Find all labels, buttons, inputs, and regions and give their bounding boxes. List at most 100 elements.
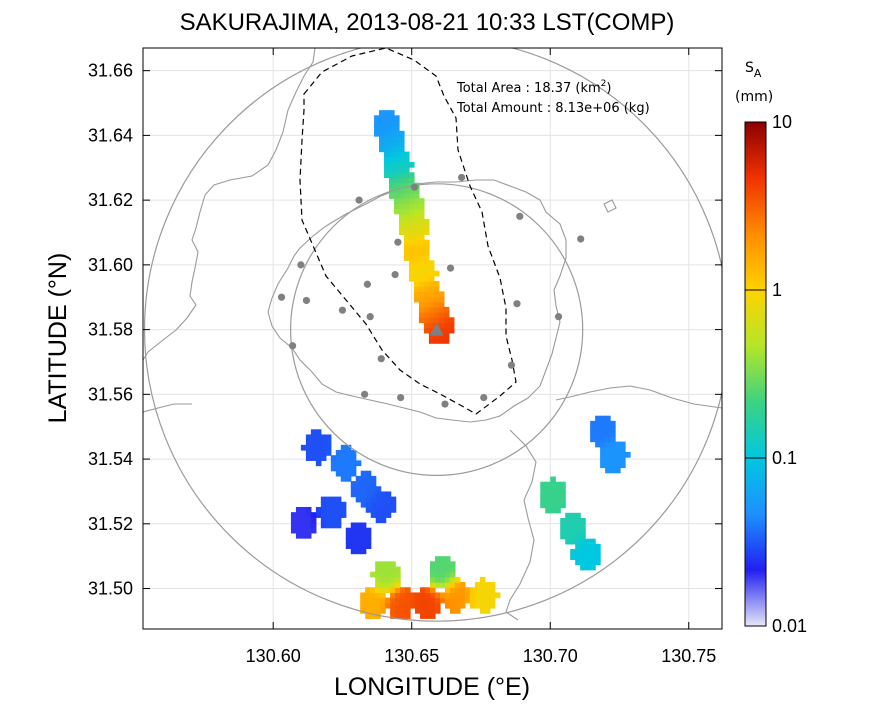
deposit-cell bbox=[600, 451, 606, 458]
deposit-cell bbox=[428, 312, 435, 318]
station-dot bbox=[377, 355, 385, 363]
deposit-cell bbox=[403, 182, 410, 189]
deposit-cell bbox=[430, 571, 436, 578]
deposit-cell bbox=[413, 193, 420, 199]
deposit-cell bbox=[380, 602, 386, 609]
deposit-cell bbox=[305, 450, 312, 456]
y-tick-label: 31.66 bbox=[88, 61, 133, 81]
deposit-cell bbox=[408, 275, 415, 282]
deposit-cell bbox=[580, 517, 586, 524]
deposit-cell bbox=[433, 306, 440, 313]
deposit-cell bbox=[290, 522, 297, 529]
station-dot bbox=[277, 293, 286, 301]
total-area-text: Total Area : 18.37 (km2) bbox=[456, 79, 611, 96]
deposit-cell bbox=[295, 532, 302, 539]
deposit-cell bbox=[405, 607, 411, 614]
deposit-cell bbox=[390, 506, 397, 513]
deposit-cell bbox=[600, 420, 606, 427]
coastline-sakurajima bbox=[267, 179, 567, 423]
deposit-cell bbox=[570, 523, 576, 529]
deposit-cell bbox=[375, 561, 381, 568]
deposit-cell bbox=[384, 146, 390, 153]
deposit-cell bbox=[365, 506, 372, 513]
deposit-cell bbox=[449, 576, 456, 583]
deposit-cell bbox=[370, 571, 376, 578]
deposit-cell bbox=[444, 582, 451, 588]
deposit-cell bbox=[390, 496, 397, 503]
deposit-cell bbox=[595, 549, 601, 555]
deposit-cell bbox=[384, 141, 390, 147]
colorbar-tick-label: 0.1 bbox=[772, 448, 797, 468]
deposit-cell bbox=[415, 607, 421, 614]
station-dot bbox=[507, 361, 516, 369]
deposit-cell bbox=[438, 312, 445, 318]
deposit-cell bbox=[390, 501, 397, 508]
deposit-cell bbox=[403, 193, 410, 199]
deposit-cell bbox=[310, 429, 317, 436]
deposit-cell bbox=[449, 587, 456, 594]
annotation-block: Total Area : 18.37 (km2) Total Amount : … bbox=[456, 79, 650, 116]
deposit-cell bbox=[370, 597, 376, 604]
deposit-cell bbox=[305, 434, 312, 441]
deposit-cell bbox=[375, 491, 382, 498]
deposit-cell bbox=[449, 602, 456, 609]
deposit-cell bbox=[379, 115, 385, 122]
deposit-cell bbox=[410, 597, 416, 604]
deposit-cell bbox=[580, 549, 586, 555]
deposit-cell bbox=[330, 501, 337, 508]
deposit-cell bbox=[360, 602, 366, 609]
deposit-cell bbox=[610, 420, 616, 427]
deposit-cell bbox=[398, 167, 405, 173]
deposit-cell bbox=[335, 460, 342, 467]
deposit-cell bbox=[300, 527, 307, 534]
deposit-cell bbox=[438, 317, 445, 324]
deposit-cell bbox=[345, 460, 352, 467]
deposit-cell bbox=[393, 172, 400, 179]
deposit-cell bbox=[403, 151, 410, 158]
deposit-cell bbox=[379, 130, 385, 137]
deposit-cell bbox=[474, 582, 481, 588]
deposit-cell bbox=[443, 306, 450, 313]
deposit-cell bbox=[439, 556, 446, 562]
y-tick-label: 31.54 bbox=[88, 449, 133, 469]
deposit-cell bbox=[398, 198, 405, 204]
deposit-cell bbox=[355, 491, 362, 498]
deposit-cell bbox=[430, 576, 436, 583]
deposit-cell bbox=[605, 441, 611, 448]
deposit-cell bbox=[398, 177, 405, 184]
deposit-cell bbox=[570, 554, 576, 561]
deposit-cell bbox=[413, 187, 420, 194]
deposit-cell bbox=[370, 613, 376, 619]
deposit-cell bbox=[360, 597, 366, 604]
deposit-cell bbox=[454, 592, 461, 599]
station-dot bbox=[361, 390, 369, 398]
deposit-cell bbox=[380, 501, 387, 508]
deposit-cell bbox=[295, 517, 302, 524]
deposit-cell bbox=[335, 506, 342, 513]
deposit-cell bbox=[428, 270, 435, 277]
deposit-cell bbox=[393, 177, 400, 184]
deposit-cell bbox=[418, 244, 425, 251]
deposit-cell bbox=[418, 260, 425, 267]
deposit-cell bbox=[330, 496, 337, 503]
deposit-cell bbox=[444, 566, 451, 573]
deposit-cell bbox=[474, 587, 481, 594]
deposit-cell bbox=[385, 602, 391, 609]
y-tick-label: 31.52 bbox=[88, 514, 133, 534]
deposit-cell bbox=[365, 475, 372, 482]
ash-deposit-cells bbox=[290, 110, 631, 619]
deposit-cell bbox=[620, 441, 626, 448]
y-tick-label: 31.58 bbox=[88, 320, 133, 340]
x-tick-label: 130.60 bbox=[246, 646, 301, 666]
deposit-cell bbox=[408, 187, 415, 194]
deposit-cell bbox=[408, 265, 415, 272]
deposit-cell bbox=[360, 486, 367, 493]
y-tick-label: 31.50 bbox=[88, 579, 133, 599]
deposit-cell bbox=[444, 571, 451, 578]
deposit-cell bbox=[380, 571, 386, 578]
deposit-cell bbox=[428, 301, 435, 308]
deposit-cell bbox=[418, 275, 425, 282]
deposit-cell bbox=[408, 234, 415, 241]
deposit-cell bbox=[428, 265, 435, 272]
